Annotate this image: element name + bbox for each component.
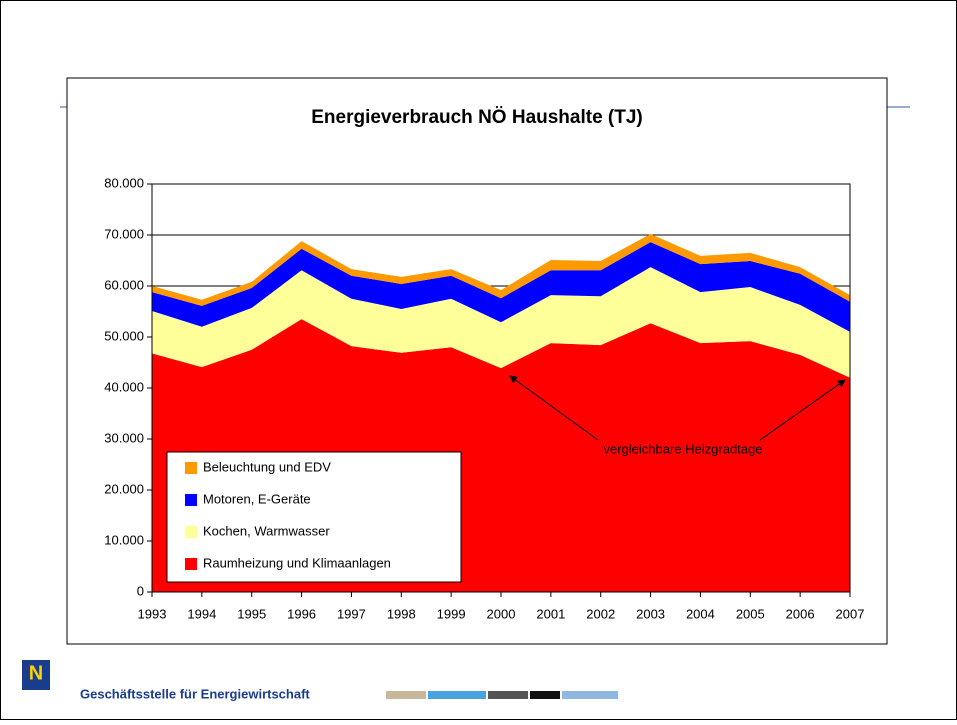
x-tick-label: 2000	[487, 606, 516, 621]
y-tick-label: 50.000	[104, 328, 144, 343]
x-tick-label: 2001	[536, 606, 565, 621]
legend-swatch	[185, 462, 197, 474]
footer-text: Geschäftsstelle für Energiewirtschaft	[80, 686, 310, 701]
x-tick-label: 2002	[586, 606, 615, 621]
y-tick-label: 80.000	[104, 175, 144, 190]
x-tick-label: 1998	[387, 606, 416, 621]
footer-images	[386, 691, 618, 699]
x-tick-label: 1999	[437, 606, 466, 621]
legend-entries: Beleuchtung und EDV Motoren, E-Geräte Koch…	[185, 459, 391, 570]
area	[152, 267, 850, 378]
x-tick-label: 2003	[636, 606, 665, 621]
y-tick-label: 20.000	[104, 481, 144, 496]
x-tick-label: 2004	[686, 606, 715, 621]
legend-swatch	[185, 526, 197, 538]
x-tick-label: 2006	[786, 606, 815, 621]
annotation: vergleichbare Heizgradtage	[604, 441, 763, 456]
area	[152, 242, 850, 332]
legend-swatch	[185, 494, 197, 506]
x-tick-label: 2005	[736, 606, 765, 621]
area	[152, 233, 850, 306]
x-tick-label: 1997	[337, 606, 366, 621]
x-tick-label: 1996	[287, 606, 316, 621]
x-tick-label: 1995	[237, 606, 266, 621]
legend-label: Kochen, Warmwasser	[203, 523, 330, 538]
annotation-arrow	[759, 379, 846, 441]
legend-label: Motoren, E-Geräte	[203, 491, 311, 506]
x-tick-label: 1993	[138, 606, 167, 621]
legend-label: Beleuchtung und EDV	[203, 459, 331, 474]
legend-swatch	[185, 558, 197, 570]
chart-title: Energieverbrauch NÖ Haushalte (TJ)	[311, 107, 643, 128]
y-tick-label: 10.000	[104, 532, 144, 547]
y-tick-label: 30.000	[104, 430, 144, 445]
x-tick-label: 1994	[187, 606, 216, 621]
x-tick-label: 2007	[836, 606, 865, 621]
y-tick-label: 40.000	[104, 379, 144, 394]
legend	[166, 451, 462, 583]
legend-label: Raumheizung und Klimaanlagen	[203, 555, 391, 570]
logo-letter: N	[29, 662, 43, 684]
annotation-arrow	[509, 375, 599, 441]
y-tick-label: 60.000	[104, 277, 144, 292]
y-tick-label: 0	[137, 583, 144, 598]
y-tick-label: 70.000	[104, 226, 144, 241]
logo	[22, 660, 50, 690]
